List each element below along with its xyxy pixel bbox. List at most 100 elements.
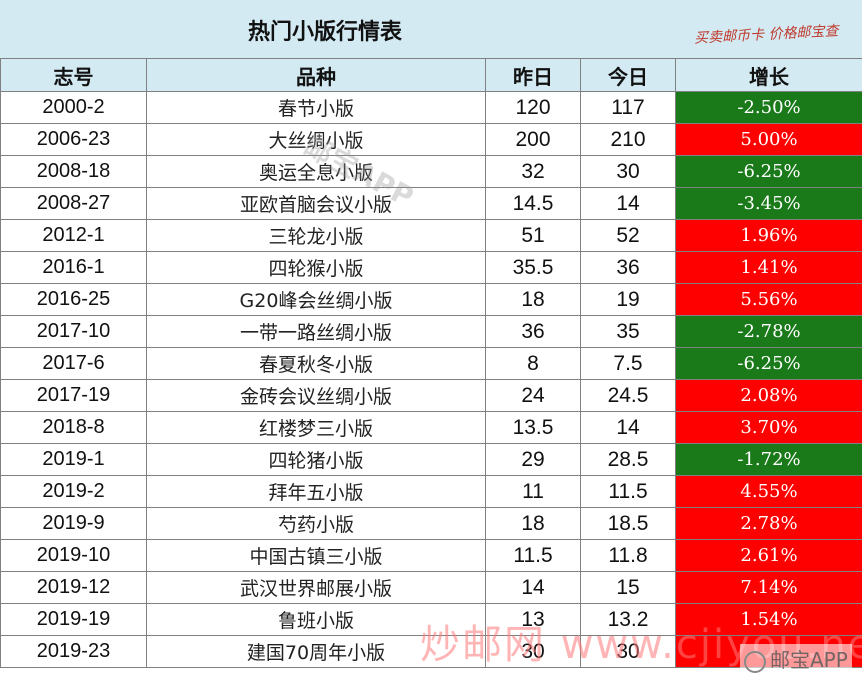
today-price-cell: 30: [580, 155, 676, 188]
yesterday-price-cell: 30: [485, 635, 581, 668]
name-cell: 中国古镇三小版: [146, 539, 486, 572]
id-cell: 2019-12: [0, 571, 147, 604]
today-price-cell: 18.5: [580, 507, 676, 540]
table-row: 2018-8 红楼梦三小版 13.5 14 3.70%: [0, 411, 862, 444]
column-header-change: 增长: [675, 58, 862, 92]
id-cell: 2019-2: [0, 475, 147, 508]
today-price-cell: 24.5: [580, 379, 676, 412]
id-cell: 2012-1: [0, 219, 147, 252]
column-header-yesterday: 昨日: [485, 58, 581, 92]
brand-stamp: 买卖邮币卡 价格邮宝查: [693, 23, 839, 47]
today-price-cell: 7.5: [580, 347, 676, 380]
yesterday-price-cell: 11.5: [485, 539, 581, 572]
table-row: 2019-2 拜年五小版 11 11.5 4.55%: [0, 475, 862, 508]
yesterday-price-cell: 51: [485, 219, 581, 252]
table-row: 2000-2 春节小版 120 117 -2.50%: [0, 91, 862, 124]
table-row: 2016-25 G20峰会丝绸小版 18 19 5.56%: [0, 283, 862, 316]
id-cell: 2019-23: [0, 635, 147, 668]
id-cell: 2019-1: [0, 443, 147, 476]
table-row: 2006-23 大丝绸小版 200 210 5.00%: [0, 123, 862, 156]
change-cell: -2.50%: [675, 91, 862, 124]
name-cell: 建国70周年小版: [146, 635, 486, 668]
table-row: 2008-27 亚欧首脑会议小版 14.5 14 -3.45%: [0, 187, 862, 220]
change-cell: 2.61%: [675, 539, 862, 572]
today-price-cell: 30: [580, 635, 676, 668]
table-row: 2019-9 芍药小版 18 18.5 2.78%: [0, 507, 862, 540]
yesterday-price-cell: 200: [485, 123, 581, 156]
name-cell: 芍药小版: [146, 507, 486, 540]
table-row: 2008-18 奥运全息小版 32 30 -6.25%: [0, 155, 862, 188]
yesterday-price-cell: 18: [485, 507, 581, 540]
yesterday-price-cell: 120: [485, 91, 581, 124]
column-header-today: 今日: [580, 58, 676, 92]
column-header-id: 志号: [0, 58, 147, 92]
id-cell: 2000-2: [0, 91, 147, 124]
id-cell: 2017-10: [0, 315, 147, 348]
change-cell: -2.78%: [675, 315, 862, 348]
name-cell: 大丝绸小版: [146, 123, 486, 156]
table-row: 2017-10 一带一路丝绸小版 36 35 -2.78%: [0, 315, 862, 348]
today-price-cell: 35: [580, 315, 676, 348]
yesterday-price-cell: 35.5: [485, 251, 581, 284]
watermark-badge: 邮宝APP: [740, 644, 852, 673]
today-price-cell: 117: [580, 91, 676, 124]
today-price-cell: 14: [580, 411, 676, 444]
today-price-cell: 19: [580, 283, 676, 316]
yesterday-price-cell: 18: [485, 283, 581, 316]
id-cell: 2019-19: [0, 603, 147, 636]
name-cell: 四轮猴小版: [146, 251, 486, 284]
column-header-name: 品种: [146, 58, 486, 92]
today-price-cell: 52: [580, 219, 676, 252]
yesterday-price-cell: 14.5: [485, 187, 581, 220]
today-price-cell: 14: [580, 187, 676, 220]
id-cell: 2016-1: [0, 251, 147, 284]
change-cell: 1.41%: [675, 251, 862, 284]
name-cell: 四轮猪小版: [146, 443, 486, 476]
table-row: 2019-12 武汉世界邮展小版 14 15 7.14%: [0, 571, 862, 604]
name-cell: 春夏秋冬小版: [146, 347, 486, 380]
table-body: 2000-2 春节小版 120 117 -2.50% 2006-23 大丝绸小版 200 210…: [0, 91, 862, 668]
change-cell: -6.25%: [675, 155, 862, 188]
name-cell: 亚欧首脑会议小版: [146, 187, 486, 220]
id-cell: 2018-8: [0, 411, 147, 444]
id-cell: 2017-19: [0, 379, 147, 412]
table-row: 2019-23 建国70周年小版 30 30: [0, 635, 862, 668]
name-cell: 拜年五小版: [146, 475, 486, 508]
change-cell: 2.78%: [675, 507, 862, 540]
name-cell: 奥运全息小版: [146, 155, 486, 188]
table-row: 2019-10 中国古镇三小版 11.5 11.8 2.61%: [0, 539, 862, 572]
name-cell: 鲁班小版: [146, 603, 486, 636]
yesterday-price-cell: 13.5: [485, 411, 581, 444]
yesterday-price-cell: 36: [485, 315, 581, 348]
change-cell: 7.14%: [675, 571, 862, 604]
change-cell: 1.54%: [675, 603, 862, 636]
yesterday-price-cell: 32: [485, 155, 581, 188]
change-cell: 4.55%: [675, 475, 862, 508]
change-cell: 1.96%: [675, 219, 862, 252]
chat-bubble-icon: [744, 650, 766, 673]
yesterday-price-cell: 14: [485, 571, 581, 604]
header-row: 志号 品种 昨日 今日 增长: [0, 58, 862, 92]
id-cell: 2019-10: [0, 539, 147, 572]
change-cell: -3.45%: [675, 187, 862, 220]
change-cell: 5.56%: [675, 283, 862, 316]
table-row: 2019-19 鲁班小版 13 13.2 1.54%: [0, 603, 862, 636]
name-cell: 红楼梦三小版: [146, 411, 486, 444]
today-price-cell: 11.8: [580, 539, 676, 572]
today-price-cell: 210: [580, 123, 676, 156]
table-title: 热门小版行情表: [248, 20, 403, 45]
change-cell: 3.70%: [675, 411, 862, 444]
id-cell: 2017-6: [0, 347, 147, 380]
yesterday-price-cell: 29: [485, 443, 581, 476]
id-cell: 2006-23: [0, 123, 147, 156]
yesterday-price-cell: 11: [485, 475, 581, 508]
change-cell: 2.08%: [675, 379, 862, 412]
market-table: 志号 品种 昨日 今日 增长 2000-2 春节小版 120 117 -2.50% 200…: [0, 58, 862, 668]
today-price-cell: 15: [580, 571, 676, 604]
id-cell: 2016-25: [0, 283, 147, 316]
table-row: 2016-1 四轮猴小版 35.5 36 1.41%: [0, 251, 862, 284]
name-cell: 一带一路丝绸小版: [146, 315, 486, 348]
change-cell: -1.72%: [675, 443, 862, 476]
id-cell: 2008-18: [0, 155, 147, 188]
